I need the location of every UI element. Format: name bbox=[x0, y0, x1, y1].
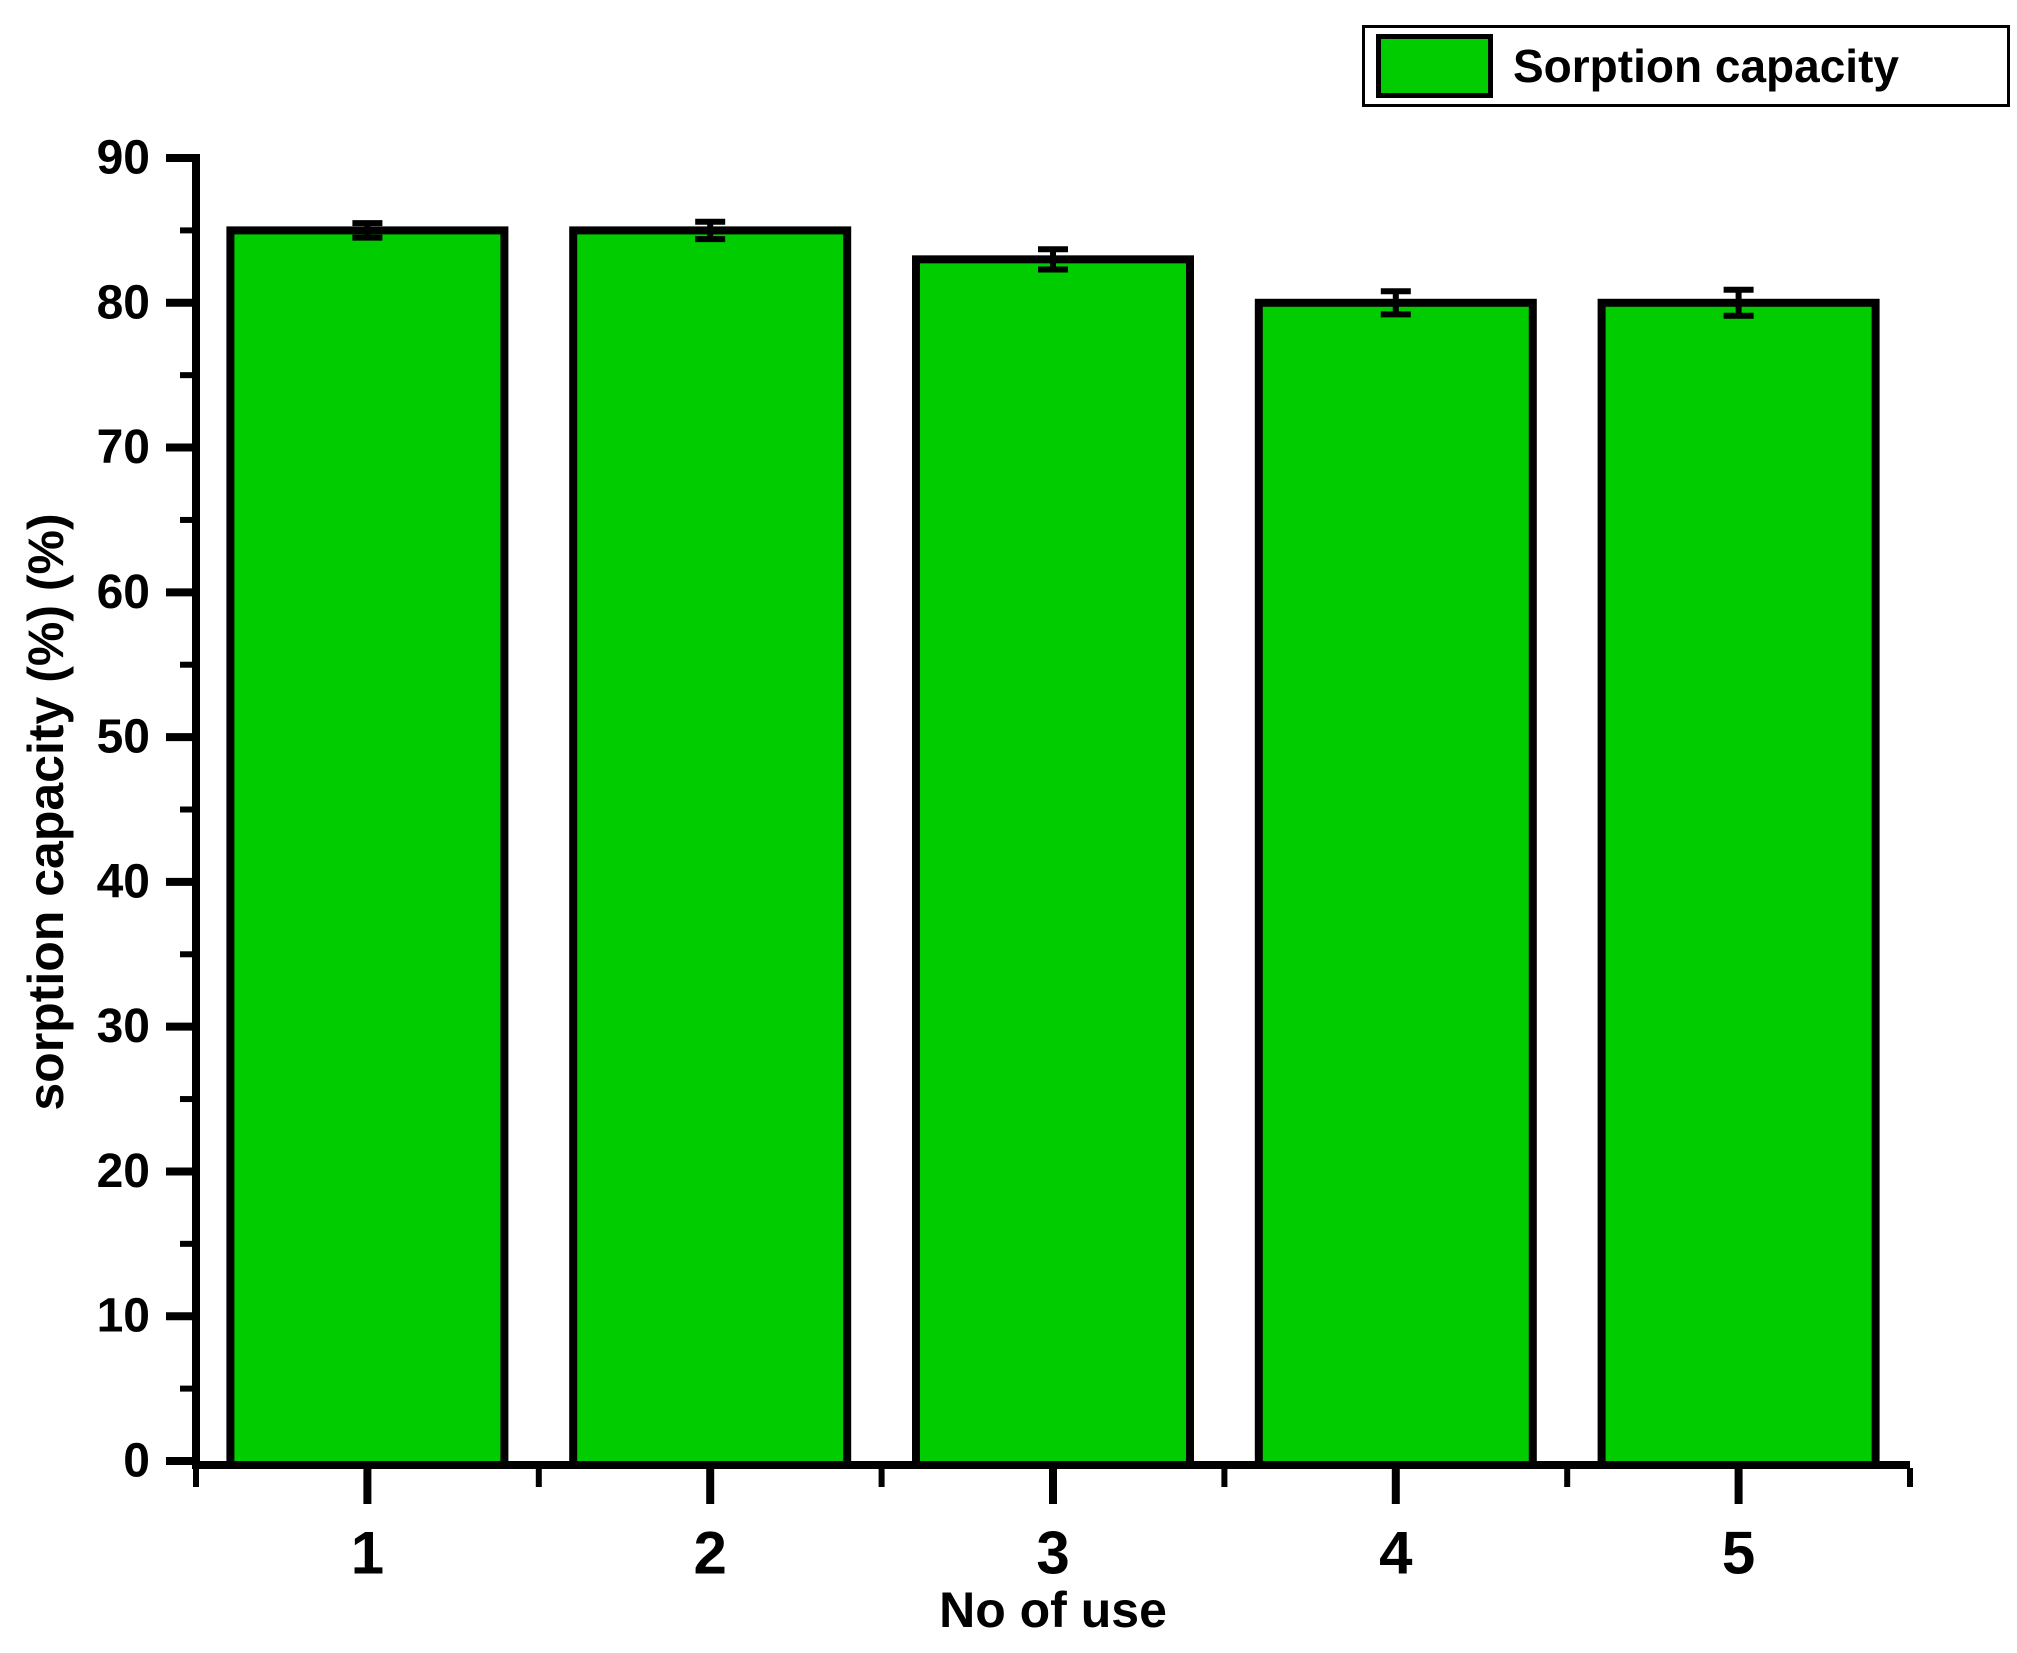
x-tick-label: 1 bbox=[351, 1520, 384, 1587]
y-tick-label: 90 bbox=[97, 132, 150, 185]
bar bbox=[1597, 298, 1880, 1469]
bar bbox=[226, 226, 509, 1469]
x-tick-label: 3 bbox=[1036, 1520, 1069, 1587]
y-tick-label: 40 bbox=[97, 855, 150, 908]
y-tick-label: 50 bbox=[97, 711, 150, 764]
x-tick-label: 4 bbox=[1379, 1520, 1413, 1587]
legend-label: Sorption capacity bbox=[1513, 40, 1899, 92]
y-tick-label: 20 bbox=[97, 1145, 150, 1198]
x-tick-label: 2 bbox=[694, 1520, 727, 1587]
legend-swatch bbox=[1376, 34, 1493, 98]
y-axis-label: sorption capacity (%) (%) bbox=[18, 513, 74, 1111]
bar bbox=[912, 255, 1194, 1469]
y-tick-label: 10 bbox=[97, 1290, 150, 1343]
y-tick-label: 30 bbox=[97, 1000, 150, 1053]
y-tick-label: 80 bbox=[97, 276, 150, 329]
y-tick-label: 70 bbox=[97, 421, 150, 474]
bar bbox=[1254, 298, 1537, 1469]
y-tick-label: 0 bbox=[123, 1435, 150, 1488]
x-tick-label: 5 bbox=[1722, 1520, 1755, 1587]
y-tick-label: 60 bbox=[97, 566, 150, 619]
legend: Sorption capacity bbox=[1362, 25, 2010, 107]
bar bbox=[569, 226, 852, 1469]
x-axis-label: No of use bbox=[939, 1582, 1167, 1638]
